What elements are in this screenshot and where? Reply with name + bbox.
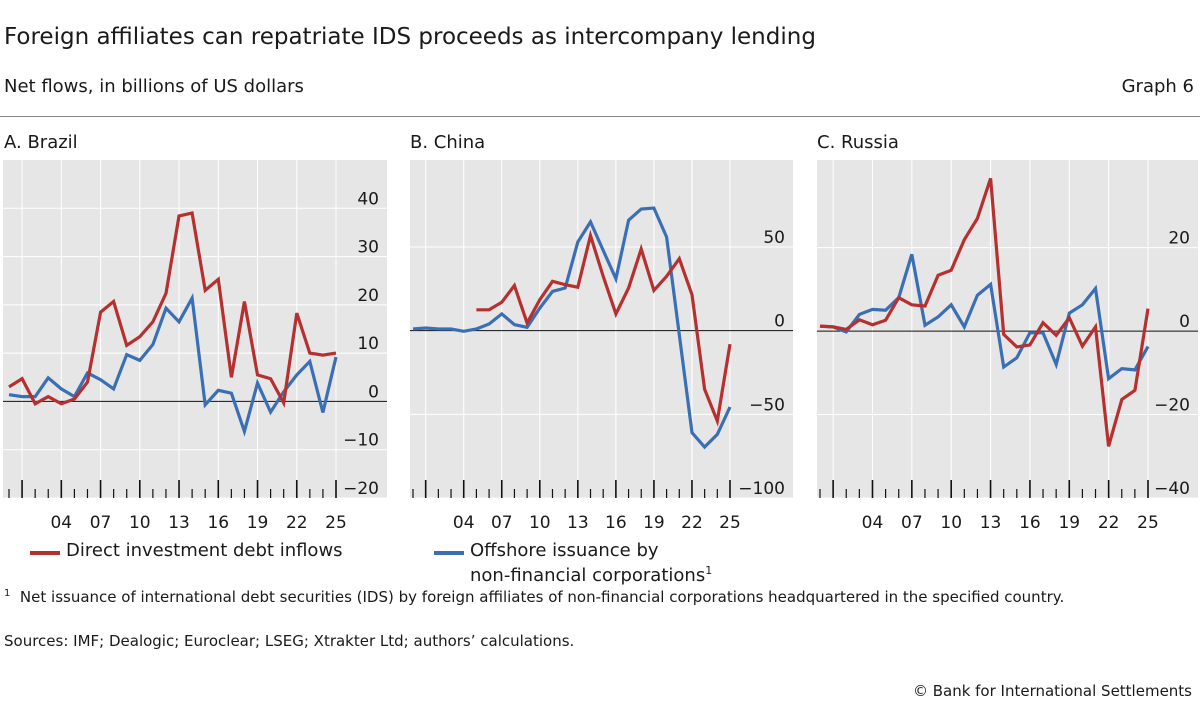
x-tick-label: 19 <box>1058 513 1080 533</box>
copyright: © Bank for International Settlements <box>912 682 1192 700</box>
x-tick-label: 13 <box>980 513 1002 533</box>
legend-label-offshore-2: non-financial corporations1 <box>470 564 712 586</box>
sources-note: Sources: IMF; Dealogic; Euroclear; LSEG;… <box>4 632 575 650</box>
series-line-di-debt-inflows <box>476 229 732 427</box>
series-line-di-debt-inflows <box>8 211 337 408</box>
x-tick-label: 25 <box>719 513 741 533</box>
x-tick-label: 16 <box>207 513 229 533</box>
x-tick-label: 07 <box>901 513 923 533</box>
series-line-offshore-issuance <box>412 206 732 450</box>
plot-background <box>817 160 1198 498</box>
x-tick-label: 16 <box>1019 513 1041 533</box>
x-tick-label: 19 <box>643 513 665 533</box>
x-tick-label: 04 <box>862 513 884 533</box>
y-tick-label: 10 <box>357 334 379 354</box>
y-tick-label: 20 <box>357 286 379 306</box>
y-tick-label: 40 <box>357 189 379 209</box>
y-tick-label: 30 <box>357 238 379 258</box>
footnote-ref: 1 <box>705 564 713 577</box>
x-tick-label: 04 <box>50 513 72 533</box>
divider <box>0 116 1200 117</box>
series-line-di-debt-inflows <box>819 177 1150 447</box>
chart-subtitle: Net flows, in billions of US dollars <box>4 76 304 97</box>
x-tick-label: 10 <box>129 513 151 533</box>
y-tick-label: −40 <box>1154 479 1190 499</box>
panel-brazil: 40 30 20 10 0 −10 −20 04 07 10 13 16 19 22 25 <box>3 160 387 533</box>
graph-number: Graph 6 <box>1121 76 1194 97</box>
legend-label-offshore-1: Offshore issuance by <box>470 540 659 561</box>
x-tick-label: 16 <box>605 513 627 533</box>
x-tick-label: 19 <box>247 513 269 533</box>
x-tick-label: 04 <box>453 513 475 533</box>
y-tick-label: −50 <box>749 395 785 415</box>
x-tick-label: 07 <box>491 513 513 533</box>
x-tick-label: 22 <box>286 513 308 533</box>
legend-label-di-debt: Direct investment debt inflows <box>66 540 343 561</box>
x-tick-label: 22 <box>1098 513 1120 533</box>
y-tick-label: 20 <box>1168 229 1190 249</box>
x-tick-label: 07 <box>90 513 112 533</box>
panel-china: 50 0 −50 −100 04 07 10 13 16 19 22 25 <box>410 160 793 533</box>
y-tick-label: 0 <box>774 312 785 332</box>
x-tick-label: 22 <box>681 513 703 533</box>
y-tick-label: 0 <box>1179 312 1190 332</box>
panel-russia: 20 0 −20 −40 04 07 10 13 16 19 22 25 <box>817 160 1198 533</box>
series-line-offshore-issuance <box>8 293 338 437</box>
panel-title-china: B. China <box>410 132 486 153</box>
x-tick-label: 13 <box>567 513 589 533</box>
footnote-mark: 1 <box>4 588 11 599</box>
x-tick-label: 13 <box>168 513 190 533</box>
legend-swatch-red <box>30 551 60 555</box>
chart-title: Foreign affiliates can repatriate IDS pr… <box>4 24 816 50</box>
y-tick-label: −10 <box>343 431 379 451</box>
y-tick-label: −20 <box>1154 396 1190 416</box>
x-tick-label: 10 <box>940 513 962 533</box>
x-tick-label: 25 <box>325 513 347 533</box>
footnote: 1 Net issuance of international debt sec… <box>4 588 1064 606</box>
panel-title-russia: C. Russia <box>817 132 899 153</box>
x-tick-label: 25 <box>1137 513 1159 533</box>
legend-label-offshore-2-text: non-financial corporations <box>470 565 706 586</box>
y-tick-label: −20 <box>343 479 379 499</box>
y-tick-label: −100 <box>738 479 785 499</box>
panel-title-brazil: A. Brazil <box>4 132 78 153</box>
footnote-text: Net issuance of international debt secur… <box>19 588 1065 606</box>
y-tick-label: 0 <box>368 382 379 402</box>
legend-swatch-blue <box>434 551 464 555</box>
series-line-offshore-issuance <box>819 253 1150 382</box>
x-tick-label: 10 <box>529 513 551 533</box>
y-tick-label: 50 <box>763 228 785 248</box>
